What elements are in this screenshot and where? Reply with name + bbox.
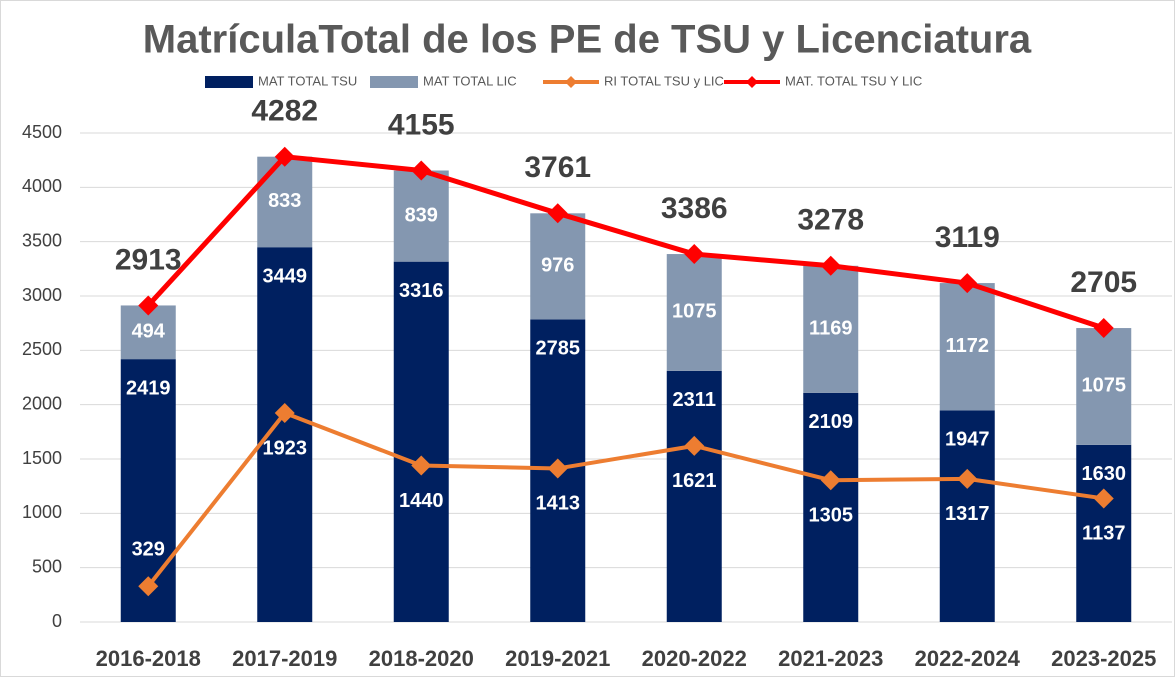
legend-marker [565, 76, 577, 88]
data-label: 2785 [536, 338, 581, 360]
marker [411, 160, 432, 181]
marker [957, 273, 978, 294]
bar [393, 170, 449, 262]
data-label: 4155 [388, 108, 455, 141]
data-label: 976 [541, 255, 574, 277]
y-tick-label: 2000 [22, 393, 62, 413]
bar [666, 254, 722, 371]
bar [1076, 444, 1132, 622]
data-label: 1413 [536, 493, 581, 515]
legend-label: MAT TOTAL LIC [423, 73, 517, 88]
data-label: 1075 [672, 301, 717, 323]
bar [257, 156, 313, 248]
bar [803, 392, 859, 622]
legend-label: RI TOTAL TSU y LIC [604, 73, 724, 88]
data-label: 1305 [809, 504, 854, 526]
marker [1093, 488, 1114, 509]
data-label: 1630 [1082, 463, 1127, 485]
x-tick-label: 2018-2020 [369, 646, 474, 671]
chart-title: MatrículaTotal de los PE de TSU y Licenc… [143, 18, 1032, 62]
bar [939, 410, 995, 622]
data-label: 839 [405, 204, 438, 226]
y-tick-label: 0 [52, 611, 62, 631]
data-label: 2913 [115, 243, 182, 276]
y-tick-label: 3500 [22, 230, 62, 250]
marker [274, 146, 295, 167]
data-label: 1172 [946, 335, 989, 357]
data-label: 2705 [1070, 266, 1137, 299]
data-label: 1947 [945, 429, 990, 451]
line [146, 154, 1105, 331]
marker [547, 458, 568, 479]
marker [138, 576, 159, 597]
marker [547, 203, 568, 224]
legend-label: MAT TOTAL TSU [258, 73, 357, 88]
bar [1076, 328, 1132, 445]
data-label: 3278 [797, 204, 864, 237]
x-tick-label: 2022-2024 [915, 646, 1021, 671]
y-tick-label: 1000 [22, 502, 62, 522]
x-tick-label: 2021-2023 [778, 646, 883, 671]
marker [820, 255, 841, 276]
data-label: 2311 [673, 389, 716, 411]
data-label: 1075 [1082, 375, 1127, 397]
legend-marker [746, 76, 758, 88]
data-label: 3119 [935, 221, 1000, 254]
marker [684, 244, 705, 265]
data-label: 3386 [661, 192, 728, 225]
data-label: 3449 [263, 265, 308, 287]
data-label: 1621 [672, 470, 717, 492]
bar [530, 213, 586, 320]
data-label: 833 [268, 190, 301, 212]
bar [393, 261, 449, 622]
bar [666, 370, 722, 622]
legend-label: MAT. TOTAL TSU Y LIC [785, 73, 922, 88]
bar [939, 283, 995, 411]
legend-swatch [205, 76, 253, 88]
data-label: 1317 [945, 503, 990, 525]
marker [684, 435, 705, 456]
data-label: 3316 [399, 280, 444, 302]
x-tick-label: 2016-2018 [96, 646, 201, 671]
marker [1093, 318, 1114, 339]
marker [820, 470, 841, 491]
x-tick-label: 2023-2025 [1051, 646, 1156, 671]
x-tick-label: 2020-2022 [642, 646, 747, 671]
marker [957, 468, 978, 489]
y-tick-label: 4000 [22, 176, 62, 196]
marker [274, 403, 295, 424]
data-label: 2109 [809, 411, 854, 433]
y-tick-label: 3000 [22, 285, 62, 305]
data-label: 4282 [251, 95, 318, 128]
x-tick-label: 2017-2019 [232, 646, 337, 671]
bar [803, 265, 859, 393]
y-tick-label: 2500 [22, 339, 62, 359]
data-label: 3761 [524, 151, 591, 184]
marker [138, 295, 159, 316]
data-label: 1923 [263, 437, 308, 459]
line [146, 411, 1105, 588]
data-label: 2419 [126, 377, 171, 399]
data-label: 329 [132, 539, 165, 561]
legend-swatch [370, 76, 418, 88]
x-tick-label: 2019-2021 [505, 646, 610, 671]
data-label: 1169 [809, 318, 852, 340]
data-label: 494 [132, 321, 166, 343]
data-label: 1440 [399, 490, 444, 512]
y-tick-label: 1500 [22, 448, 62, 468]
y-tick-label: 4500 [22, 122, 62, 142]
y-tick-label: 500 [32, 556, 62, 576]
data-label: 1137 [1082, 523, 1125, 545]
marker [411, 455, 432, 476]
